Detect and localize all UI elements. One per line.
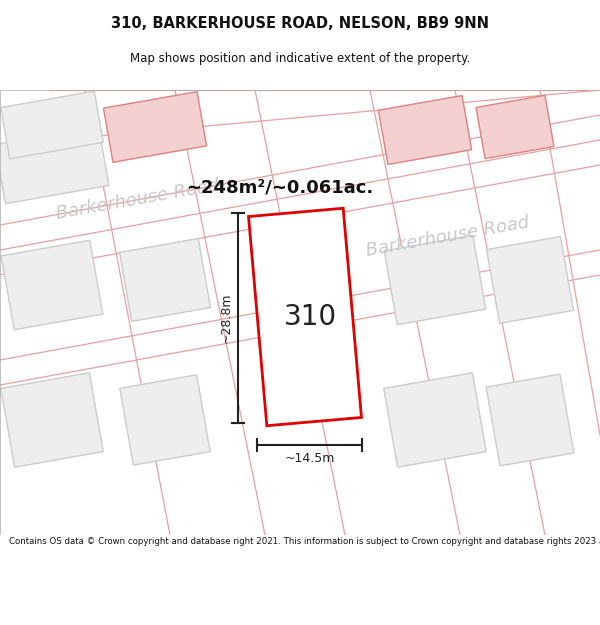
Polygon shape [0, 126, 109, 204]
Polygon shape [103, 92, 206, 162]
Text: ~28.8m: ~28.8m [220, 292, 233, 343]
Polygon shape [384, 372, 486, 468]
Text: Contains OS data © Crown copyright and database right 2021. This information is : Contains OS data © Crown copyright and d… [9, 537, 600, 546]
Polygon shape [1, 91, 103, 159]
Polygon shape [384, 235, 486, 325]
Polygon shape [1, 240, 103, 330]
Polygon shape [120, 375, 210, 465]
Text: Map shows position and indicative extent of the property.: Map shows position and indicative extent… [130, 52, 470, 65]
Text: 310: 310 [283, 303, 337, 331]
Polygon shape [379, 96, 472, 164]
Polygon shape [476, 96, 554, 159]
Text: ~248m²/~0.061ac.: ~248m²/~0.061ac. [187, 178, 374, 196]
Text: Barkerhouse Road: Barkerhouse Road [365, 214, 531, 260]
Text: Barkerhouse Road: Barkerhouse Road [55, 177, 221, 223]
Polygon shape [119, 239, 211, 321]
Polygon shape [248, 208, 361, 426]
Text: ~14.5m: ~14.5m [284, 452, 335, 466]
Polygon shape [1, 372, 103, 468]
Text: 310, BARKERHOUSE ROAD, NELSON, BB9 9NN: 310, BARKERHOUSE ROAD, NELSON, BB9 9NN [111, 16, 489, 31]
Polygon shape [487, 236, 574, 324]
Polygon shape [486, 374, 574, 466]
